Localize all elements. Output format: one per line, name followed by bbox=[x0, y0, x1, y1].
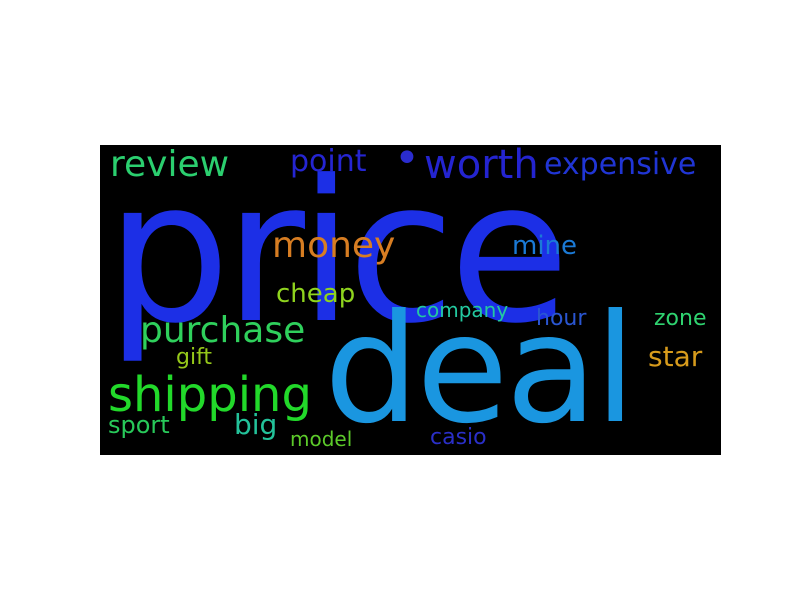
word-point: point bbox=[290, 145, 367, 179]
word-star: star bbox=[648, 340, 703, 373]
word-money: money bbox=[272, 225, 396, 266]
word-big: big bbox=[234, 408, 278, 441]
word-company: company bbox=[416, 298, 509, 322]
word-hour: hour bbox=[536, 306, 587, 331]
word-mine: mine bbox=[512, 231, 578, 261]
word-review: review bbox=[110, 145, 230, 185]
word-gift: gift bbox=[176, 345, 213, 370]
word-cheap: cheap bbox=[276, 279, 356, 309]
word-sport: sport bbox=[108, 411, 170, 439]
word-casio: casio bbox=[430, 425, 487, 450]
word-dot: • bbox=[394, 145, 420, 184]
word-deal: deal bbox=[324, 283, 636, 455]
word-purchase: purchase bbox=[140, 310, 306, 351]
word-cloud: price deal shipping purchase review wort… bbox=[100, 145, 721, 455]
word-shipping: shipping bbox=[108, 367, 312, 423]
word-worth: worth bbox=[424, 145, 539, 188]
word-price: price bbox=[106, 145, 570, 367]
word-model: model bbox=[290, 427, 353, 451]
word-zone: zone bbox=[654, 306, 707, 331]
word-expensive: expensive bbox=[544, 147, 697, 182]
